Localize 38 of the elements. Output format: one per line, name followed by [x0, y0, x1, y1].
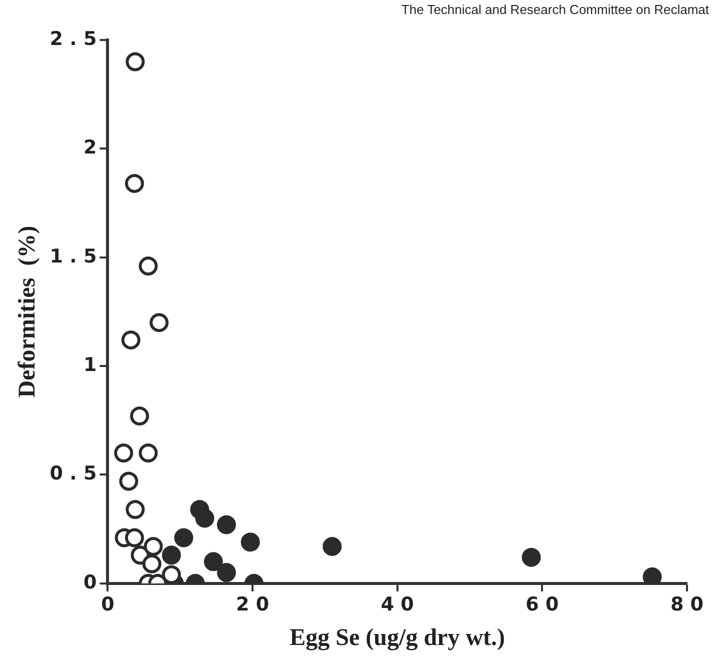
point [138, 256, 158, 276]
x-tick-label: 6 0 [526, 594, 559, 616]
x-tick-label: 0 [101, 594, 114, 616]
point [124, 528, 144, 548]
point [162, 546, 181, 565]
point [240, 532, 260, 552]
text: The Technical and Research Committee on Reclamat [401, 2, 709, 17]
point [216, 515, 236, 534]
point [142, 554, 162, 574]
point [144, 536, 163, 556]
x-tick-label: 4 0 [380, 594, 414, 616]
y-tick-label: 1 [83, 354, 97, 376]
point [126, 500, 145, 519]
point [119, 472, 138, 491]
point [130, 406, 150, 426]
point [195, 508, 214, 528]
point [124, 174, 144, 193]
point [216, 563, 236, 582]
point [138, 443, 158, 462]
point [204, 552, 223, 572]
x-tick-label: 2 0 [236, 594, 270, 616]
point [121, 330, 140, 350]
y-tick-label: 1 . 5 [50, 245, 97, 268]
point [150, 313, 169, 332]
point [126, 52, 145, 72]
x-tick-label: 8 0 [670, 594, 704, 616]
point [522, 548, 541, 567]
point [162, 565, 181, 584]
y-tick-label: 0 . 5 [50, 462, 97, 485]
y-tick-label: 0 [83, 571, 97, 594]
y-tick-label: 2 [83, 136, 97, 159]
y-axis-title: Deformities (%) [14, 226, 41, 398]
x-axis-title: Egg Se (ug/g dry wt.) [290, 624, 506, 651]
point [174, 528, 194, 548]
point [642, 567, 662, 584]
point [322, 536, 342, 556]
point [114, 443, 134, 462]
y-tick-label: 2 . 5 [50, 28, 97, 50]
